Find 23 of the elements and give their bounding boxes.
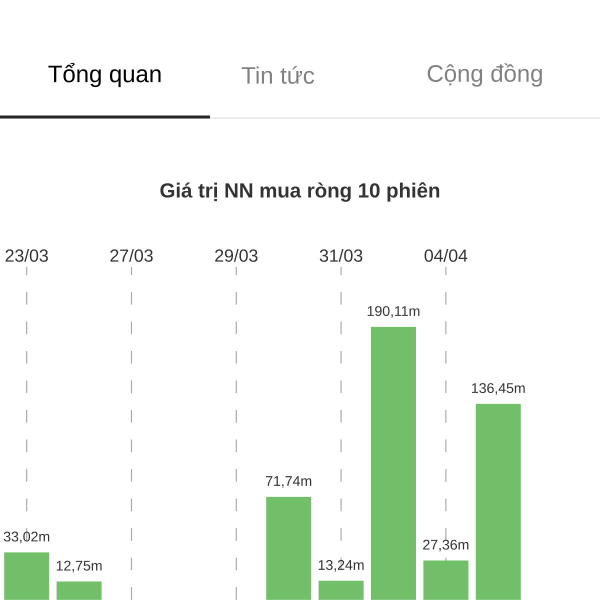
data-label: 13,24m bbox=[318, 560, 364, 572]
x-tick-label: 23/03 bbox=[6, 248, 48, 262]
data-label: 136,45m bbox=[472, 383, 525, 395]
bar bbox=[370, 326, 416, 600]
data-label: 190,11m bbox=[368, 306, 420, 318]
text: Tin tức bbox=[242, 66, 314, 84]
data-label: 33,02m bbox=[4, 532, 50, 544]
data-label: 27,36m bbox=[423, 540, 468, 552]
data-label: 71,74m bbox=[266, 476, 312, 488]
bar bbox=[4, 552, 50, 600]
x-tick-label: 27/03 bbox=[110, 248, 153, 262]
bar bbox=[56, 582, 102, 600]
x-tick-label: 29/03 bbox=[215, 248, 258, 262]
x-tick-label: 04/04 bbox=[424, 248, 468, 262]
bar bbox=[423, 560, 468, 600]
data-label: 12,75m bbox=[56, 560, 102, 572]
chart-title: Giá trị NN mua ròng 10 phiên bbox=[160, 182, 440, 202]
x-tick-label: 31/03 bbox=[320, 248, 362, 262]
bar bbox=[266, 496, 312, 600]
bar bbox=[476, 404, 521, 600]
text: Tổng quan bbox=[48, 62, 161, 88]
bar bbox=[318, 580, 364, 600]
text: Cộng đồng bbox=[428, 63, 542, 87]
